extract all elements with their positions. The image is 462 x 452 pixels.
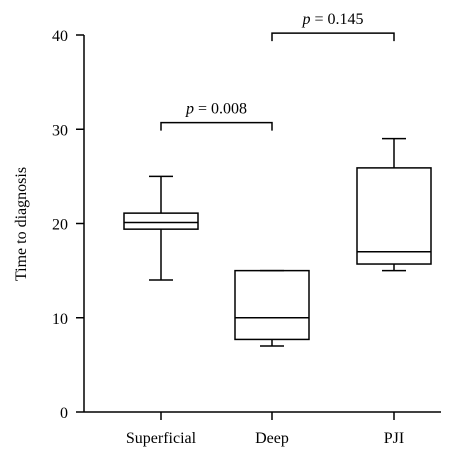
box-pji	[356, 137, 432, 272]
y-tick-label: 40	[52, 28, 68, 45]
bracket-line	[271, 32, 395, 42]
y-tick-label: 20	[52, 217, 68, 234]
bracket-line	[160, 121, 273, 131]
p-value-label: p = 0.008	[185, 101, 247, 118]
box-deep	[234, 269, 310, 347]
iqr-box	[234, 269, 310, 341]
significance-brackets: p = 0.008 p = 0.145	[160, 11, 395, 131]
boxes	[123, 137, 432, 347]
comparison-bracket: p = 0.145	[271, 11, 395, 42]
y-tick-label: 30	[52, 122, 68, 139]
y-axis-label: Time to diagnosis	[13, 167, 30, 281]
x-axis-tick-labels: Superficial Deep PJI	[126, 412, 404, 447]
y-tick-label: 10	[52, 311, 68, 328]
p-value-label: p = 0.145	[301, 11, 363, 28]
comparison-bracket: p = 0.008	[160, 101, 273, 131]
iqr-box	[123, 212, 199, 230]
x-tick-label: Deep	[255, 430, 289, 447]
iqr-box	[356, 167, 432, 265]
axes	[83, 35, 441, 413]
y-tick-label: 0	[60, 405, 68, 422]
y-axis-ticks: 0 10 20 30 40	[52, 28, 84, 422]
x-tick-label: Superficial	[126, 430, 197, 447]
x-tick-label: PJI	[384, 430, 404, 447]
box-superficial	[123, 175, 199, 281]
